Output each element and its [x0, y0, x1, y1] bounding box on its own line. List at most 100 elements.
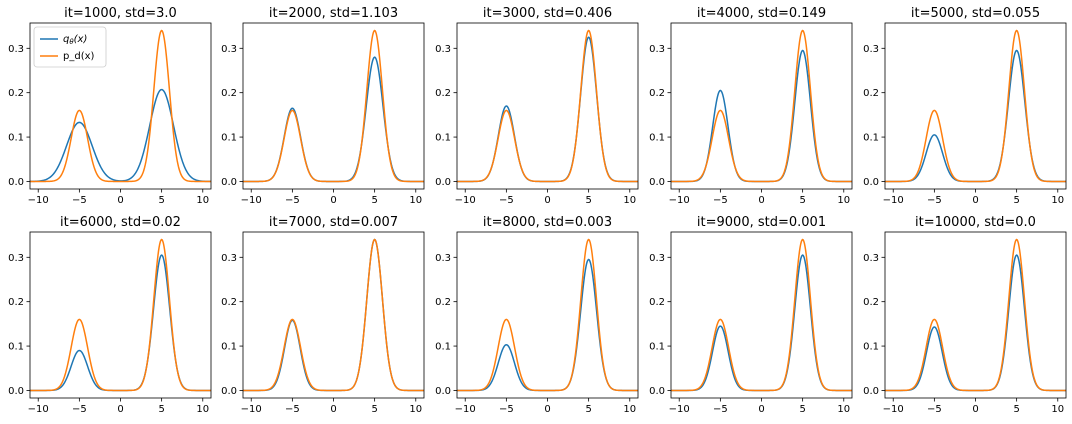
subplot-title: it=2000, std=1.103	[269, 6, 398, 21]
x-tick-label: −5	[713, 195, 728, 206]
axes-frame	[670, 22, 853, 190]
y-tick-label: 0.2	[221, 88, 237, 99]
x-tick-label: 0	[117, 195, 123, 206]
y-tick-label: 0.1	[221, 342, 237, 353]
x-tick-label: 0	[117, 404, 123, 415]
y-tick-label: 0.3	[435, 253, 451, 264]
y-tick-label: 0.1	[435, 133, 451, 144]
series-q-line	[457, 36, 638, 183]
series-q-line	[885, 49, 1066, 183]
x-tick-label: −5	[713, 404, 728, 415]
x-tick-label: −10	[883, 404, 904, 415]
axes-frame	[884, 22, 1067, 190]
x-tick-label: 0	[972, 404, 978, 415]
legend-box	[33, 26, 107, 68]
legend: qθ(x) p_d(x)	[33, 26, 107, 68]
subplot-title: it=10000, std=0.0	[915, 215, 1036, 230]
subplot-title: it=8000, std=0.003	[483, 215, 612, 230]
axes-frame	[884, 231, 1067, 399]
y-tick-label: 0.3	[649, 253, 665, 264]
y-tick-label: 0.0	[649, 177, 665, 188]
subplot-5: it=5000, std=0.055 −10 −5 0 5 10 0.0 0.1 0.2 0.3	[863, 6, 1067, 206]
y-tick-label: 0.2	[435, 88, 451, 99]
legend-p-label: p_d(x)	[63, 51, 95, 62]
subplot-2: it=2000, std=1.103 −10 −5 0 5 10 0.0 0.1 0.2 0.3	[221, 6, 425, 206]
x-tick-label: −5	[72, 404, 87, 415]
y-tick-label: 0.1	[863, 133, 879, 144]
x-tick-label: −10	[669, 404, 690, 415]
x-tick-label: 10	[1051, 404, 1064, 415]
series-q-line	[885, 254, 1066, 392]
series-p-line	[457, 238, 638, 392]
series-p-line	[457, 29, 638, 183]
subplot-4: it=4000, std=0.149 −10 −5 0 5 10 0.0 0.1 0.2 0.3	[649, 6, 853, 206]
x-tick-label: 0	[544, 195, 550, 206]
y-tick-label: 0.2	[863, 297, 879, 308]
y-tick-label: 0.0	[221, 177, 237, 188]
axes-frame	[29, 231, 212, 399]
x-tick-label: 10	[409, 195, 422, 206]
series-p-line	[243, 238, 424, 392]
legend-q-label: qθ(x)	[63, 34, 87, 46]
x-tick-label: 5	[1013, 404, 1019, 415]
x-tick-label: 10	[196, 404, 209, 415]
series-q-line	[243, 56, 424, 183]
y-tick-label: 0.1	[221, 133, 237, 144]
subplot-1: it=1000, std=3.0 −10 −5 0 5 10 0.0 0.1 0.2 0.3 qθ(…	[8, 6, 212, 206]
y-tick-label: 0.0	[435, 386, 451, 397]
series-p-line	[671, 238, 852, 392]
x-tick-label: 5	[1013, 195, 1019, 206]
x-tick-label: −5	[72, 195, 87, 206]
x-tick-label: −10	[28, 404, 49, 415]
subplot-title: it=3000, std=0.406	[483, 6, 612, 21]
y-tick-label: 0.3	[863, 44, 879, 55]
series-q-line	[457, 258, 638, 392]
subplot-8: it=8000, std=0.003 −10 −5 0 5 10 0.0 0.1 0.2 0.3	[435, 215, 639, 415]
y-tick-label: 0.2	[221, 297, 237, 308]
series-p-line	[243, 29, 424, 183]
y-tick-label: 0.1	[8, 342, 24, 353]
axes-frame	[456, 22, 639, 190]
y-tick-label: 0.3	[435, 44, 451, 55]
y-tick-label: 0.0	[649, 386, 665, 397]
y-tick-label: 0.3	[863, 253, 879, 264]
y-tick-label: 0.0	[8, 386, 24, 397]
axes-frame	[670, 231, 853, 399]
series-q-line	[30, 88, 211, 183]
series-q-line	[243, 238, 424, 392]
y-tick-label: 0.0	[863, 177, 879, 188]
subplot-title: it=6000, std=0.02	[60, 215, 181, 230]
x-tick-label: −5	[927, 404, 942, 415]
y-tick-label: 0.2	[8, 297, 24, 308]
x-tick-label: −10	[28, 195, 49, 206]
x-tick-label: 5	[158, 404, 164, 415]
y-tick-label: 0.2	[8, 88, 24, 99]
x-tick-label: −10	[669, 195, 690, 206]
y-tick-label: 0.2	[435, 297, 451, 308]
x-tick-label: 5	[371, 404, 377, 415]
series-p-line	[885, 238, 1066, 392]
subplot-9: it=9000, std=0.001 −10 −5 0 5 10 0.0 0.1 0.2 0.3	[649, 215, 853, 415]
x-tick-label: 5	[585, 404, 591, 415]
subplot-title: it=4000, std=0.149	[697, 6, 826, 21]
x-tick-label: 5	[799, 404, 805, 415]
x-tick-label: −5	[285, 195, 300, 206]
x-tick-label: 10	[1051, 195, 1064, 206]
y-tick-label: 0.3	[8, 44, 24, 55]
x-tick-label: 0	[544, 404, 550, 415]
axes-frame	[242, 22, 425, 190]
x-tick-label: 5	[799, 195, 805, 206]
series-q-line	[30, 254, 211, 392]
series-q-line	[671, 49, 852, 183]
y-tick-label: 0.3	[649, 44, 665, 55]
y-tick-label: 0.2	[649, 88, 665, 99]
subplot-title: it=7000, std=0.007	[269, 215, 398, 230]
x-tick-label: 5	[158, 195, 164, 206]
x-tick-label: 5	[585, 195, 591, 206]
series-p-line	[30, 29, 211, 183]
x-tick-label: −10	[241, 195, 262, 206]
y-tick-label: 0.1	[435, 342, 451, 353]
x-tick-label: 0	[330, 195, 336, 206]
x-tick-label: −10	[455, 404, 476, 415]
